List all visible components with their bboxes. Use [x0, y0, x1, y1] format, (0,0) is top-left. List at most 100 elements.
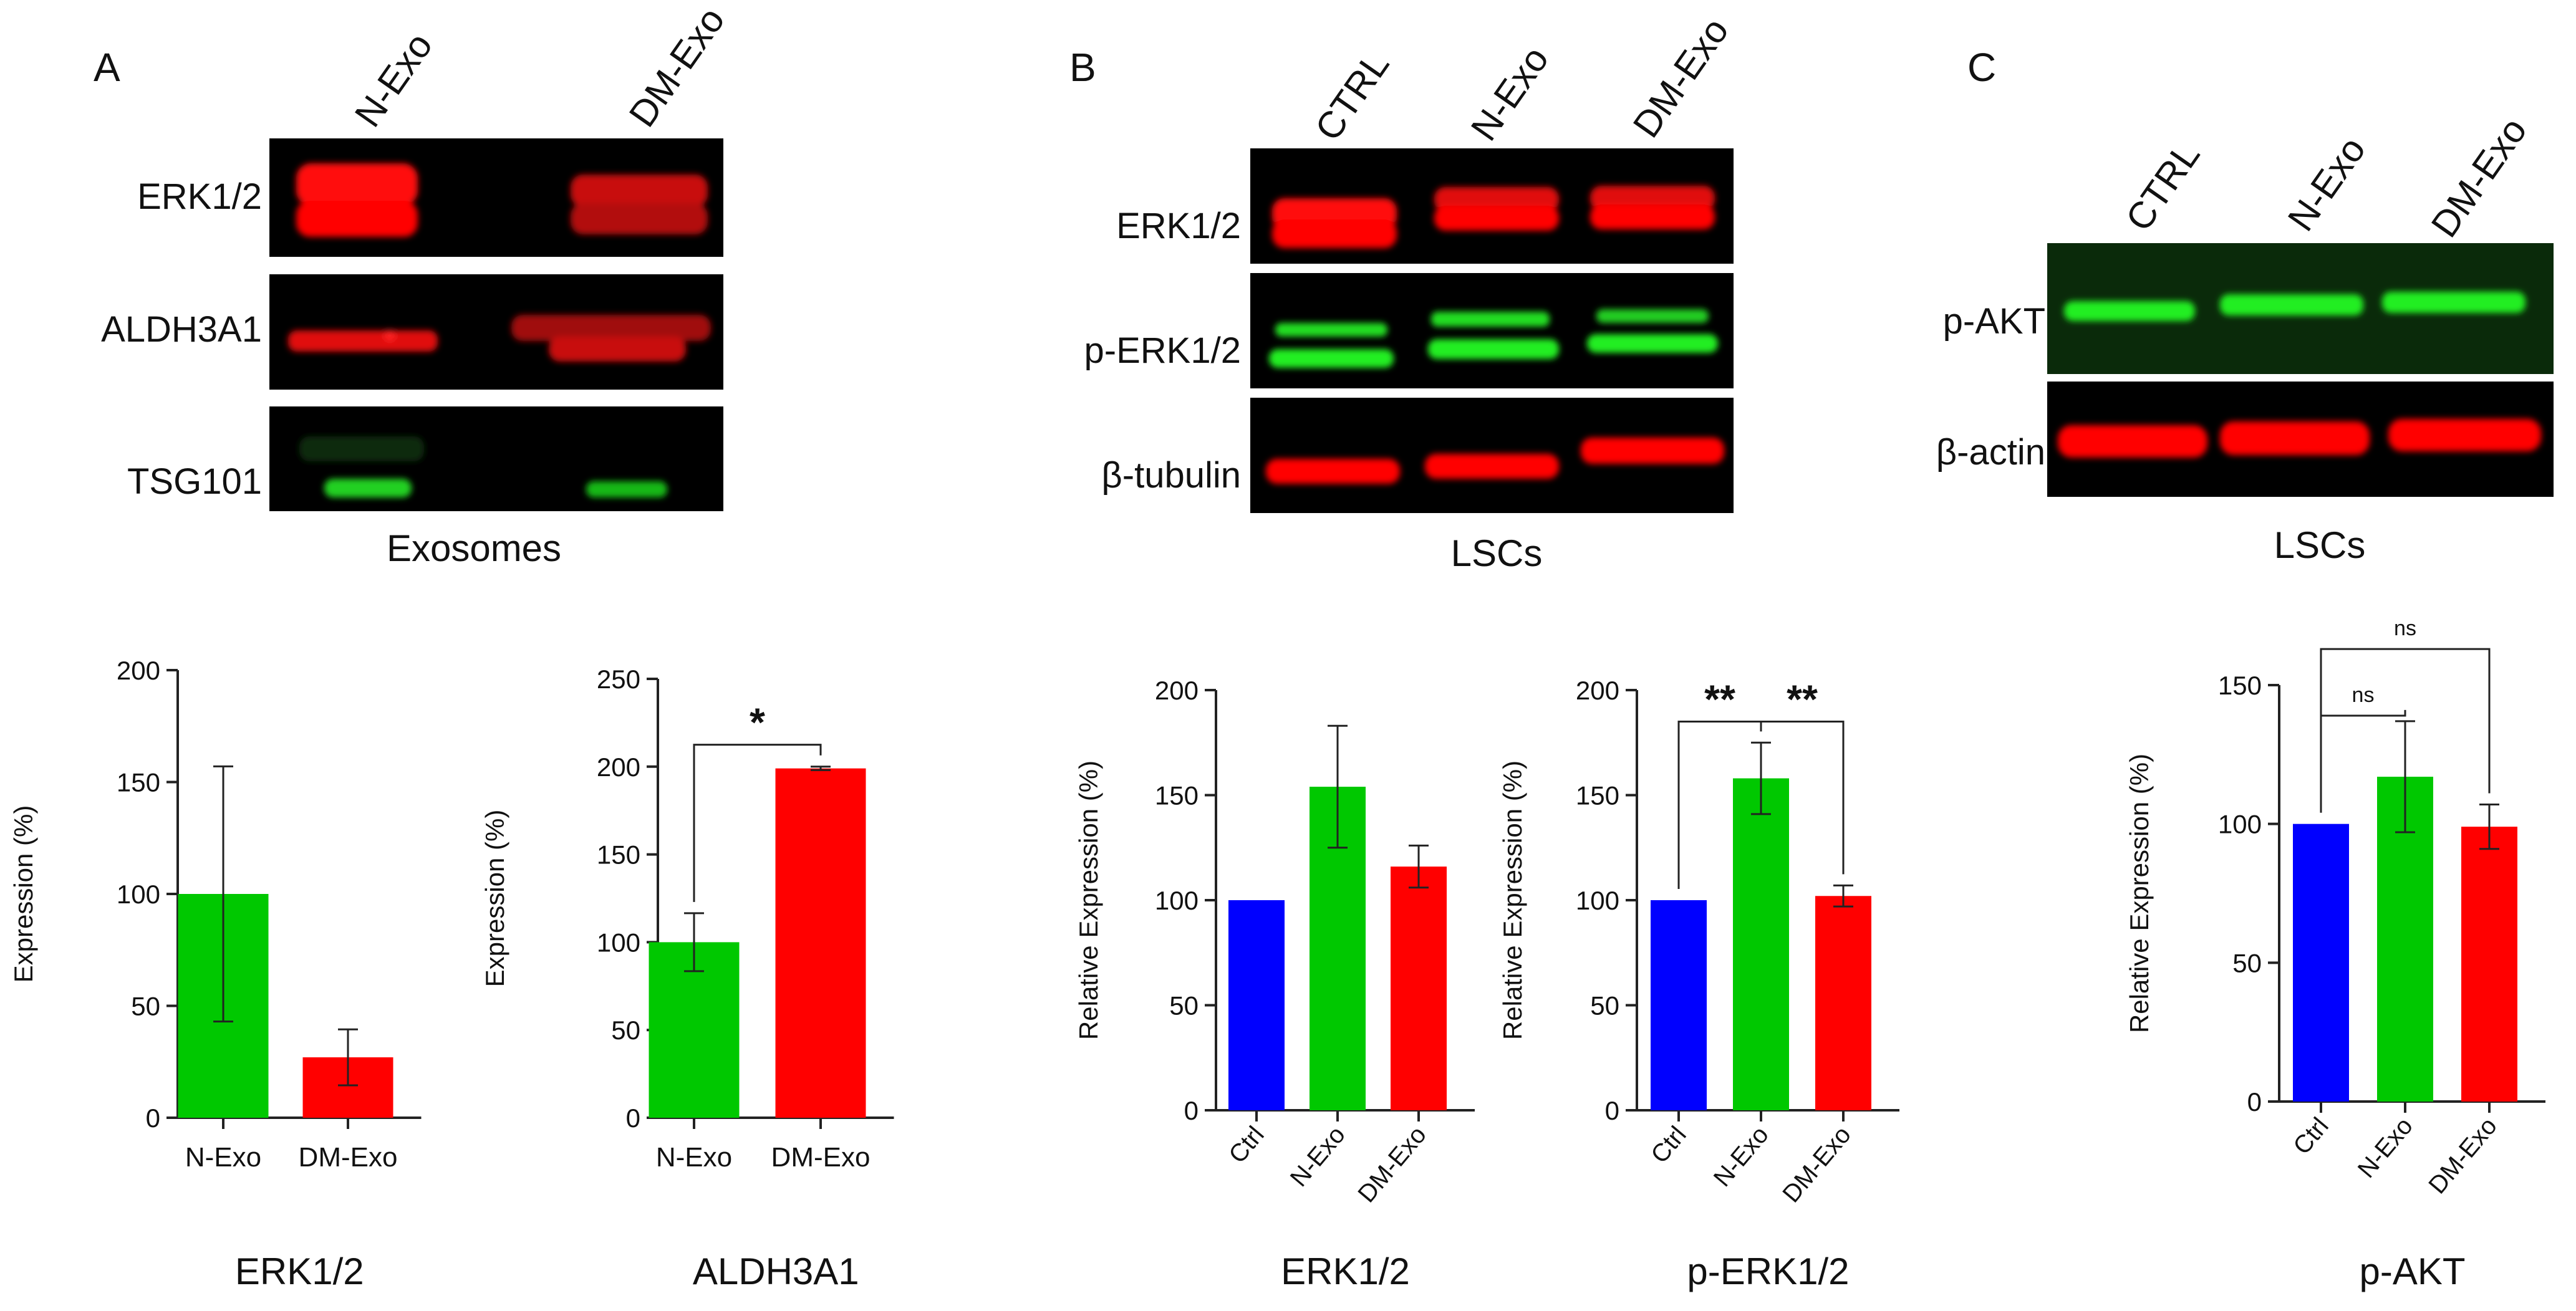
- blot-p-erk-lsc-bands: [1269, 309, 1718, 368]
- y-tick-label: 0: [146, 1103, 160, 1133]
- x-tick-label: DM-Exo: [1353, 1121, 1432, 1208]
- bar-dm-exo: [775, 768, 866, 1118]
- lane-label-dm-exo: DM-Exo: [621, 0, 733, 134]
- bar-dm-exo: [2461, 827, 2517, 1102]
- blot-label-b-tubulin: β-tubulin: [1101, 455, 1241, 496]
- y-axis-label: Relative Expression (%): [2125, 754, 2154, 1033]
- significance-bracket: [2320, 648, 2491, 813]
- significance-label: **: [1787, 677, 1818, 722]
- chart-2: 0 50 100 150 200 250 Expression (%) N-Exo DM-Exo…: [480, 665, 894, 1292]
- significance-bracket: [1760, 721, 1845, 875]
- chart-title: ERK1/2: [235, 1251, 364, 1292]
- x-tick-label: DM-Exo: [299, 1142, 398, 1173]
- bar-ctrl: [2293, 824, 2349, 1102]
- y-tick-label: 50: [611, 1016, 640, 1045]
- bar-dm-exo: [1815, 896, 1871, 1110]
- y-tick-label: 150: [597, 840, 640, 870]
- blot-p-akt-lsc-bands: [2064, 292, 2525, 321]
- blot-label-b-actin: β-actin: [1936, 432, 2045, 473]
- x-tick-label: DM-Exo: [1777, 1121, 1856, 1208]
- chart-title: p-AKT: [2359, 1251, 2465, 1292]
- blot-b-tubulin-lsc-bands: [1266, 438, 1724, 484]
- blot-label-p-erk: p-ERK1/2: [1084, 330, 1241, 371]
- panel-letter-a: A: [94, 45, 120, 90]
- y-tick-label: 150: [117, 768, 160, 797]
- lane-label-dm-exo: DM-Exo: [1625, 11, 1737, 145]
- significance-label: ns: [2352, 683, 2375, 707]
- y-tick-label: 0: [1184, 1096, 1199, 1125]
- bar-n-exo: [1733, 778, 1789, 1110]
- x-tick-label: N-Exo: [1285, 1121, 1351, 1192]
- lane-label-dm-exo: DM-Exo: [2423, 110, 2535, 245]
- panel-a-blots: A N-Exo DM-Exo ERK1/2 ALDH3A1 TSG101: [94, 0, 733, 569]
- y-tick-label: 0: [1605, 1096, 1619, 1125]
- blot-label-aldh3a1: ALDH3A1: [101, 309, 262, 350]
- bar-ctrl: [1228, 900, 1285, 1110]
- chart-title: ALDH3A1: [693, 1251, 859, 1292]
- y-tick-label: 0: [2247, 1087, 2262, 1117]
- blot-erk-lsc-bands: [1272, 186, 1715, 248]
- x-tick-label: N-Exo: [2353, 1113, 2418, 1183]
- y-tick-label: 250: [597, 665, 640, 694]
- y-tick-label: 0: [626, 1103, 640, 1133]
- section-label-lscs: LSCs: [2274, 524, 2366, 566]
- x-tick-label: N-Exo: [1709, 1121, 1774, 1192]
- y-tick-label: 100: [2218, 810, 2262, 839]
- y-tick-label: 50: [131, 992, 160, 1021]
- y-tick-label: 200: [1155, 676, 1199, 705]
- x-tick-label: DM-Exo: [771, 1142, 871, 1173]
- lane-label-n-exo: N-Exo: [1463, 39, 1557, 148]
- blot-aldh3a1-exo-bands: [288, 315, 711, 362]
- lane-label-n-exo: N-Exo: [347, 25, 441, 134]
- y-tick-label: 150: [1576, 781, 1619, 810]
- significance-label: *: [750, 700, 765, 745]
- y-tick-label: 50: [1590, 991, 1619, 1020]
- y-tick-label: 100: [597, 928, 640, 957]
- chart-5: 0 50 100 150 Relative Expression (%) Ctrl N-Ex…: [2125, 617, 2545, 1292]
- y-axis-label: Relative Expression (%): [1074, 761, 1103, 1040]
- y-axis-label: Relative Expression (%): [1498, 761, 1527, 1040]
- y-tick-label: 50: [2232, 948, 2262, 977]
- chart-3: 0 50 100 150 200 Relative Expression (%) Ctrl N…: [1074, 676, 1475, 1292]
- y-tick-label: 150: [1155, 781, 1199, 810]
- y-tick-label: 100: [1576, 886, 1619, 915]
- y-tick-label: 50: [1169, 991, 1199, 1020]
- x-tick-label: N-Exo: [656, 1142, 732, 1173]
- chart-title: ERK1/2: [1281, 1251, 1410, 1292]
- chart-1: 0 50 100 150 200 Expression (%) N-Exo DM-Exo ERK…: [9, 656, 422, 1292]
- y-tick-label: 200: [1576, 676, 1619, 705]
- chart-title: p-ERK1/2: [1687, 1251, 1849, 1292]
- y-tick-label: 200: [117, 656, 160, 685]
- x-tick-label: Ctrl: [1646, 1121, 1692, 1169]
- significance-label: ns: [2394, 617, 2416, 640]
- y-tick-label: 200: [597, 752, 640, 782]
- x-tick-label: Ctrl: [1223, 1121, 1270, 1169]
- blot-label-p-akt: p-AKT: [1943, 301, 2045, 342]
- blot-tsg101-exo-bands: [299, 436, 667, 497]
- x-tick-label: DM-Exo: [2423, 1113, 2502, 1199]
- lane-label-ctrl: CTRL: [2118, 135, 2208, 239]
- y-axis-label: Expression (%): [480, 810, 509, 987]
- blot-label-tsg101: TSG101: [127, 461, 262, 502]
- x-tick-label: N-Exo: [185, 1142, 261, 1173]
- section-label-lscs: LSCs: [1451, 532, 1543, 574]
- blot-label-erk: ERK1/2: [1116, 206, 1241, 246]
- panel-c-blots: C CTRL N-Exo DM-Exo p-AKT β-actin LSCs: [1936, 45, 2554, 566]
- panel-b-blots: B CTRL N-Exo DM-Exo ERK1/2 p-ERK1/2 β-tu…: [1069, 11, 1737, 574]
- bar-dm-exo: [1391, 867, 1447, 1110]
- blot-erk-exo-bands: [296, 163, 708, 237]
- y-tick-label: 100: [1155, 886, 1199, 915]
- y-tick-label: 100: [117, 880, 160, 909]
- lane-label-n-exo: N-Exo: [2280, 129, 2374, 238]
- lane-label-ctrl: CTRL: [1307, 44, 1397, 148]
- panel-letter-c: C: [1967, 45, 1996, 90]
- y-tick-label: 150: [2218, 671, 2262, 700]
- significance-label: **: [1704, 677, 1735, 722]
- bar-ctrl: [1651, 900, 1707, 1110]
- section-label-exosomes: Exosomes: [387, 527, 561, 569]
- y-axis-label: Expression (%): [9, 805, 38, 983]
- blot-b-actin-lsc-bands: [2058, 419, 2541, 458]
- blot-label-erk: ERK1/2: [137, 176, 262, 217]
